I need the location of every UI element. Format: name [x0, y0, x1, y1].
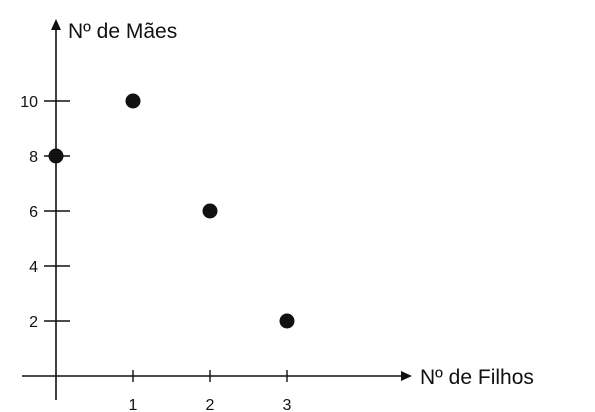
data-point [125, 93, 141, 109]
data-point [202, 203, 218, 219]
data-point [279, 313, 295, 329]
y-axis-arrow-icon [51, 19, 61, 30]
y-tick-label: 8 [29, 149, 38, 166]
ticks-layer: 1 2 3 2 4 6 8 10 [20, 94, 291, 412]
x-axis-title: Nº de Filhos [420, 366, 534, 389]
y-axis-title: Nº de Mães [68, 20, 177, 43]
data-point [48, 148, 64, 164]
x-tick-label: 3 [283, 397, 292, 412]
y-tick-label: 10 [20, 94, 38, 111]
x-tick-label: 1 [129, 397, 138, 412]
x-tick-label: 2 [206, 397, 215, 412]
points-layer [48, 93, 295, 329]
y-tick-label: 6 [29, 204, 38, 221]
y-tick-label: 2 [29, 314, 38, 331]
x-axis-arrow-icon [401, 371, 412, 381]
y-tick-label: 4 [29, 259, 38, 276]
